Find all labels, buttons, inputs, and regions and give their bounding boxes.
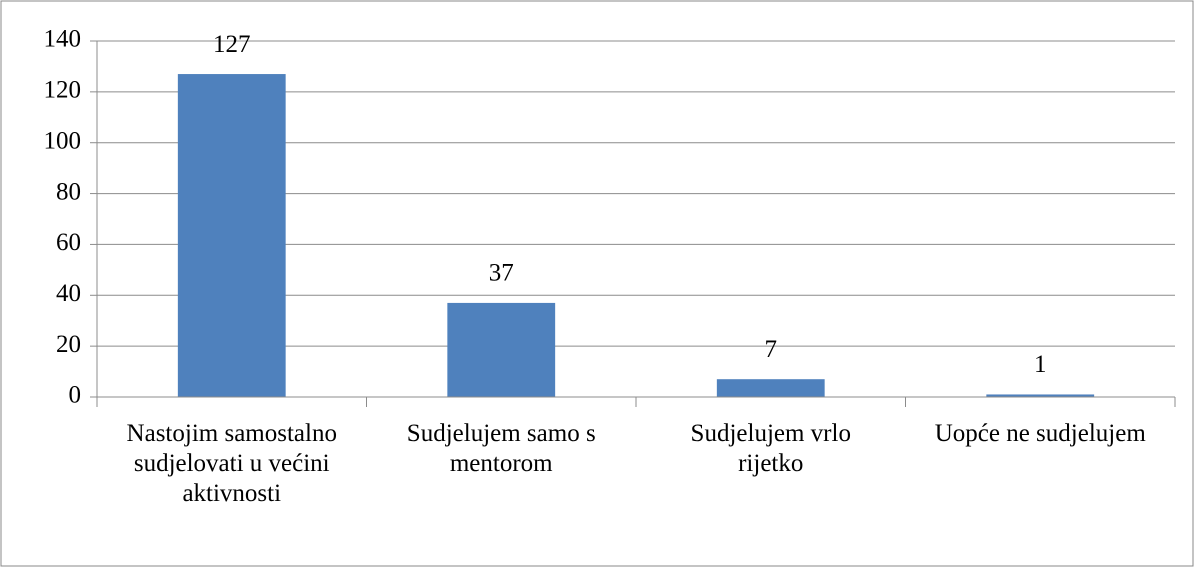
y-tick-label: 120: [44, 77, 82, 104]
data-label: 37: [489, 260, 514, 287]
bar: [177, 74, 286, 398]
x-tick-label: Uopće ne sudjelujem: [934, 420, 1146, 447]
y-tick-label: 0: [69, 382, 82, 409]
y-tick-label: 60: [56, 229, 81, 256]
bar: [986, 394, 1095, 397]
y-tick-label: 100: [44, 127, 82, 154]
y-tick-label: 40: [56, 280, 81, 307]
y-tick-label: 20: [56, 331, 81, 358]
x-tick-label: Sudjelujem vrlo rijetko: [690, 420, 851, 477]
data-label: 1: [1034, 351, 1047, 378]
y-tick-label: 140: [44, 26, 82, 53]
x-tick-label: Nastojim samostalno sudjelovati u većini…: [126, 420, 337, 507]
data-label: 127: [213, 31, 251, 58]
y-tick-label: 80: [56, 178, 81, 205]
bar: [447, 302, 556, 397]
data-label: 7: [765, 336, 778, 363]
bar: [716, 379, 825, 397]
x-tick-label: Sudjelujem samo s mentorom: [406, 420, 596, 477]
